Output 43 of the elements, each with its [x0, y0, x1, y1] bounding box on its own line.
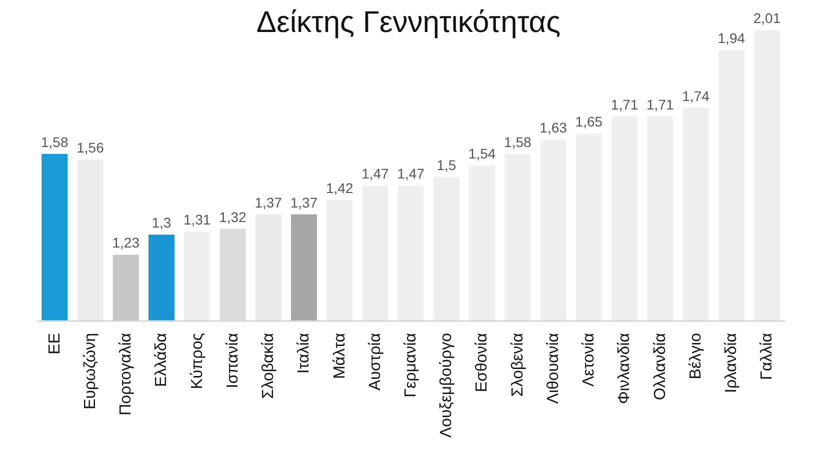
x-tick-label: Λιθουανία: [544, 333, 562, 404]
data-label: 1,47: [397, 166, 425, 182]
data-label: 1,58: [504, 134, 532, 150]
x-tick-label: Βέλγιο: [687, 332, 704, 380]
x-tick-label: ΕΕ: [46, 333, 64, 354]
data-label: 1,74: [682, 88, 710, 104]
data-label: 1,23: [112, 234, 140, 251]
x-tick-label: Μάλτα: [331, 333, 348, 379]
x-tick-label: Γερμανία: [402, 333, 420, 398]
x-tick-label: Σλοβενία: [509, 333, 526, 397]
data-label: 1,37: [290, 194, 318, 210]
x-tick-label: Αυστρία: [366, 333, 384, 391]
data-label: 1,58: [41, 134, 68, 150]
data-label: 1,63: [540, 119, 568, 136]
x-tick-label: Λετονία: [580, 333, 598, 387]
data-label: 1,42: [326, 180, 354, 196]
x-tick-label: Φινλανδία: [616, 333, 634, 404]
data-label: 1,71: [610, 96, 638, 112]
x-tick-label: Σλοβακία: [260, 333, 278, 399]
data-label: 1,31: [183, 212, 211, 228]
x-tick-label: Ευρωζώνη: [82, 333, 99, 410]
x-tick-label: Ισπανία: [224, 333, 242, 388]
x-tick-label: Ιταλία: [296, 333, 313, 374]
data-label: 1,65: [575, 114, 603, 130]
data-label: 1,71: [646, 96, 674, 112]
data-label: 1,37: [254, 194, 282, 210]
data-label: 1,54: [468, 145, 496, 162]
data-label: 1,32: [219, 208, 247, 225]
chart-title: Δείκτης Γεννητικότητας: [256, 6, 561, 39]
x-tick-label: Πορτογαλία: [118, 333, 135, 416]
x-tick-label: Γαλλία: [758, 333, 776, 380]
data-label: 1,94: [718, 30, 746, 46]
x-tick-label: Ιρλανδία: [723, 333, 740, 393]
x-tick-label: Ελλάδα: [153, 333, 170, 387]
data-label: 1,3: [152, 214, 172, 231]
x-tick-label: Κύπρος: [188, 332, 206, 390]
data-label: 1,47: [362, 166, 390, 182]
data-label: 1,56: [76, 140, 104, 156]
x-tick-label: Λουξεμβούργο: [438, 332, 456, 438]
data-label: 2,01: [753, 10, 781, 26]
x-tick-label: Ολλανδία: [652, 333, 669, 400]
x-tick-label: Εσθονία: [474, 333, 491, 392]
data-label: 1,5: [436, 156, 456, 173]
